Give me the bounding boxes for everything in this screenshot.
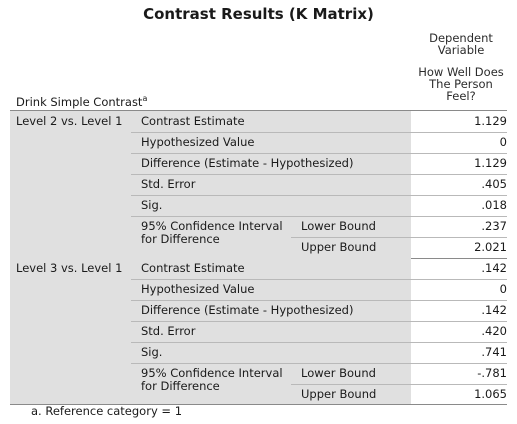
statistic-label: Hypothesized Value bbox=[141, 282, 255, 296]
statistic-value: 0 bbox=[499, 282, 507, 296]
row-rule bbox=[131, 132, 507, 133]
statistic-label: Contrast Estimate bbox=[141, 114, 245, 128]
row-dimension-label: Drink Simple Contrast bbox=[16, 94, 143, 109]
statistic-value: .142 bbox=[481, 261, 507, 275]
upper-bound-label: Upper Bound bbox=[301, 387, 377, 401]
row-dimension-header: Drink Simple Contrasta bbox=[16, 94, 147, 109]
header-rule bbox=[10, 110, 507, 111]
dependent-variable-name: How Well Does The Person Feel? bbox=[418, 65, 504, 103]
row-rule bbox=[131, 300, 507, 301]
statistic-value: .741 bbox=[481, 345, 507, 359]
statistic-label: Difference (Estimate - Hypothesized) bbox=[141, 156, 354, 170]
dependent-variable-header: Dependent Variable bbox=[429, 31, 493, 57]
row-label-background bbox=[10, 111, 411, 258]
row-rule bbox=[131, 216, 507, 217]
lower-bound-label: Lower Bound bbox=[301, 366, 376, 380]
contrast-group-label: Level 2 vs. Level 1 bbox=[16, 114, 123, 128]
footnote: a. Reference category = 1 bbox=[31, 404, 183, 418]
statistic-value: .018 bbox=[481, 198, 507, 212]
row-rule bbox=[131, 342, 507, 343]
lower-bound-value: .237 bbox=[481, 219, 507, 233]
statistic-label: Std. Error bbox=[141, 177, 196, 191]
statistic-label: Sig. bbox=[141, 345, 163, 359]
bottom-rule bbox=[10, 404, 507, 405]
statistic-label: Sig. bbox=[141, 198, 163, 212]
row-rule bbox=[131, 174, 507, 175]
row-rule bbox=[131, 279, 507, 280]
lower-bound-value: -.781 bbox=[477, 366, 507, 380]
statistic-label: Hypothesized Value bbox=[141, 135, 255, 149]
statistic-value: 1.129 bbox=[474, 156, 507, 170]
row-rule bbox=[131, 321, 507, 322]
row-label-background bbox=[10, 258, 411, 405]
contrast-group-label: Level 3 vs. Level 1 bbox=[16, 261, 123, 275]
statistic-value: .405 bbox=[481, 177, 507, 191]
lower-bound-label: Lower Bound bbox=[301, 219, 376, 233]
upper-bound-label: Upper Bound bbox=[301, 240, 377, 254]
upper-bound-value: 2.021 bbox=[474, 240, 507, 254]
confidence-interval-label: 95% Confidence Interval for Difference bbox=[141, 366, 283, 393]
statistic-label: Std. Error bbox=[141, 324, 196, 338]
upper-bound-value: 1.065 bbox=[474, 387, 507, 401]
statistic-label: Difference (Estimate - Hypothesized) bbox=[141, 303, 354, 317]
confidence-interval-label: 95% Confidence Interval for Difference bbox=[141, 219, 283, 246]
row-rule bbox=[131, 363, 507, 364]
statistic-value: 0 bbox=[499, 135, 507, 149]
statistic-value: .420 bbox=[481, 324, 507, 338]
row-rule bbox=[291, 237, 507, 238]
row-rule bbox=[131, 153, 507, 154]
statistic-value: .142 bbox=[481, 303, 507, 317]
row-rule bbox=[131, 195, 507, 196]
footnote-marker: a bbox=[142, 94, 148, 103]
statistic-label: Contrast Estimate bbox=[141, 261, 245, 275]
table-title: Contrast Results (K Matrix) bbox=[143, 5, 374, 23]
statistic-value: 1.129 bbox=[474, 114, 507, 128]
row-rule bbox=[291, 384, 507, 385]
